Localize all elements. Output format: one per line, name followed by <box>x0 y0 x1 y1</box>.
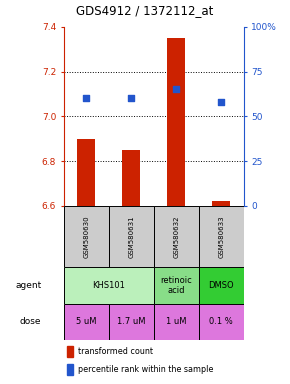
Bar <box>154 206 199 267</box>
Text: 1 uM: 1 uM <box>166 317 186 326</box>
Bar <box>199 304 244 340</box>
Bar <box>122 150 140 206</box>
Text: KHS101: KHS101 <box>92 281 125 290</box>
Bar <box>67 346 73 357</box>
Bar <box>212 201 230 206</box>
Text: retinoic
acid: retinoic acid <box>160 276 192 295</box>
Point <box>84 95 89 101</box>
Bar <box>154 267 199 304</box>
Text: percentile rank within the sample: percentile rank within the sample <box>79 365 214 374</box>
Bar <box>199 206 244 267</box>
Text: GDS4912 / 1372112_at: GDS4912 / 1372112_at <box>76 4 214 17</box>
Bar <box>199 267 244 304</box>
Point <box>174 86 179 93</box>
Bar <box>109 304 154 340</box>
Text: GSM580633: GSM580633 <box>218 215 224 258</box>
Bar <box>64 304 109 340</box>
Bar <box>167 38 185 206</box>
Text: agent: agent <box>15 281 41 290</box>
Text: 5 uM: 5 uM <box>76 317 97 326</box>
Bar <box>67 364 73 375</box>
Bar <box>109 206 154 267</box>
Text: GSM580630: GSM580630 <box>83 215 89 258</box>
Text: dose: dose <box>20 317 41 326</box>
Point <box>219 99 224 105</box>
Bar <box>77 139 95 206</box>
Text: GSM580632: GSM580632 <box>173 215 179 258</box>
Bar <box>154 304 199 340</box>
Text: 1.7 uM: 1.7 uM <box>117 317 146 326</box>
Text: 0.1 %: 0.1 % <box>209 317 233 326</box>
Text: DMSO: DMSO <box>208 281 234 290</box>
Text: transformed count: transformed count <box>79 347 153 356</box>
Bar <box>64 267 154 304</box>
Text: GSM580631: GSM580631 <box>128 215 134 258</box>
Bar <box>64 206 109 267</box>
Point <box>129 95 134 101</box>
